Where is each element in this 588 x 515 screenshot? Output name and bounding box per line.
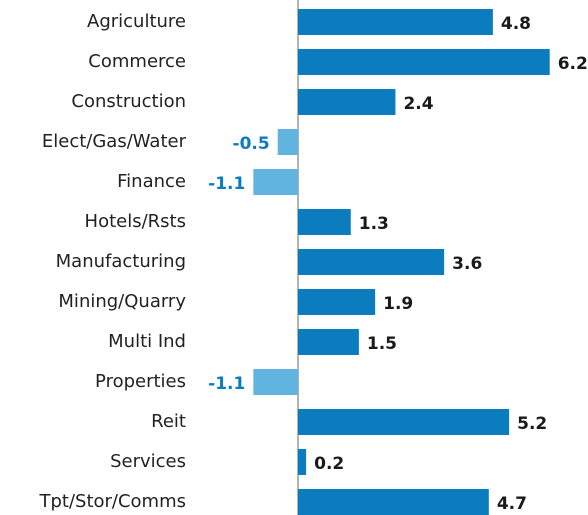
value-label: -1.1 bbox=[208, 174, 245, 194]
category-label: Multi Ind bbox=[108, 331, 186, 352]
category-label: Tpt/Stor/Comms bbox=[38, 491, 186, 512]
category-label: Manufacturing bbox=[56, 251, 186, 272]
category-label: Services bbox=[110, 451, 186, 472]
bar bbox=[298, 209, 351, 235]
category-label: Hotels/Rsts bbox=[85, 211, 186, 232]
category-label: Commerce bbox=[88, 51, 186, 72]
bar bbox=[298, 249, 445, 275]
category-label: Agriculture bbox=[87, 11, 186, 32]
category-label: Reit bbox=[151, 411, 186, 432]
bar bbox=[253, 369, 298, 395]
bar bbox=[298, 49, 550, 75]
bar bbox=[277, 129, 298, 155]
bar bbox=[253, 169, 298, 195]
value-label: 4.8 bbox=[501, 14, 531, 34]
category-label: Construction bbox=[71, 91, 186, 112]
value-label: 6.2 bbox=[558, 54, 588, 74]
category-label: Properties bbox=[95, 371, 186, 392]
value-label: 4.7 bbox=[497, 494, 527, 514]
value-label: 1.9 bbox=[383, 294, 413, 314]
value-label: 1.5 bbox=[367, 334, 397, 354]
value-label: -0.5 bbox=[233, 134, 270, 154]
value-label: 1.3 bbox=[359, 214, 389, 234]
value-label: 0.2 bbox=[314, 454, 344, 474]
bar bbox=[298, 489, 489, 515]
bar bbox=[298, 289, 376, 315]
value-label: -1.1 bbox=[208, 374, 245, 394]
category-label: Mining/Quarry bbox=[58, 291, 186, 312]
bar bbox=[298, 9, 493, 35]
bar bbox=[298, 449, 307, 475]
bar bbox=[298, 409, 510, 435]
bar bbox=[298, 329, 359, 355]
category-label: Finance bbox=[117, 171, 186, 192]
category-label: Elect/Gas/Water bbox=[42, 131, 187, 152]
value-label: 3.6 bbox=[452, 254, 482, 274]
value-label: 2.4 bbox=[403, 94, 433, 114]
value-label: 5.2 bbox=[517, 414, 547, 434]
bar bbox=[298, 89, 396, 115]
